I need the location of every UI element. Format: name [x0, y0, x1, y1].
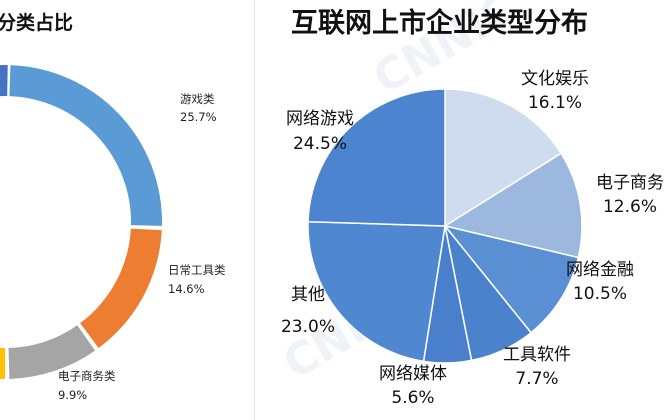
left-donut-chart: 分类占比 游戏类 25.7% 日常工具类 14.6% 电子商务类 9.9% [0, 11, 226, 402]
left-chart-title: 分类占比 [0, 11, 73, 34]
right-chart-title: 互联网上市企业类型分布 [291, 7, 588, 39]
slice-label: 文化娱乐 [521, 69, 589, 89]
slice-label: 网络金融 [566, 260, 634, 280]
pie-slice [443, 152, 583, 259]
panel-divider [254, 0, 255, 420]
slice-label: 日常工具类 [168, 263, 226, 277]
right-chart-panel: CNNIC CNNIC 互联网上市企业类型分布 文化娱乐16.1%电子商务12.… [255, 0, 668, 420]
slice-label: 游戏类 [180, 92, 215, 106]
slice-value: 5.6% [391, 388, 434, 408]
slice-value: 16.1% [528, 93, 582, 113]
slice-value: 9.9% [58, 388, 87, 402]
slice-value: 25.7% [180, 110, 217, 124]
slice-label: 网络媒体 [379, 364, 447, 384]
donut-slice [0, 347, 5, 379]
slice-value: 7.7% [515, 369, 558, 389]
slice-label: 网络游戏 [286, 109, 354, 129]
slice-value: 14.6% [168, 282, 205, 296]
slice-label: 工具软件 [503, 345, 571, 365]
pie-slice [307, 88, 446, 227]
donut-slice [80, 228, 162, 349]
slice-value: 12.6% [603, 197, 657, 217]
slice-label: 电子商务类 [58, 369, 116, 383]
slice-value: 10.5% [573, 284, 627, 304]
slice-label: 电子商务 [596, 173, 664, 193]
pie-slice [307, 220, 446, 363]
donut-slice [9, 65, 162, 226]
right-pie-chart: CNNIC CNNIC 互联网上市企业类型分布 文化娱乐16.1%电子商务12.… [275, 0, 664, 408]
donut-slice [8, 325, 96, 379]
left-chart-panel: 分类占比 游戏类 25.7% 日常工具类 14.6% 电子商务类 9.9% [0, 0, 255, 420]
pie-slice [444, 88, 563, 228]
pie-slice [443, 224, 580, 334]
donut-slice [0, 65, 8, 97]
slice-value: 23.0% [281, 317, 335, 337]
slice-value: 24.5% [293, 134, 347, 154]
slice-label: 其他 [291, 285, 325, 305]
